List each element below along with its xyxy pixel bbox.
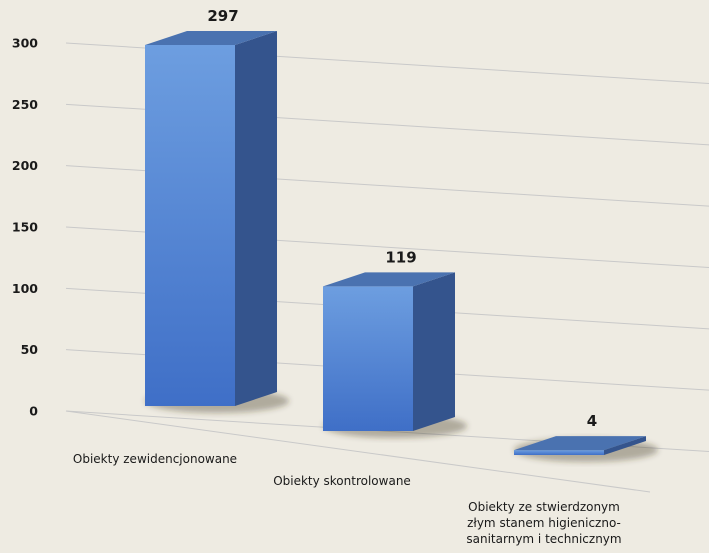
bar-side-face bbox=[413, 272, 455, 431]
data-label: 119 bbox=[385, 248, 416, 266]
y-tick-label: 250 bbox=[12, 97, 38, 112]
x-tick-label: Obiekty zewidencjonowane bbox=[73, 452, 237, 466]
bar bbox=[514, 450, 604, 455]
y-tick-label: 300 bbox=[12, 36, 38, 51]
y-tick-label: 150 bbox=[12, 220, 38, 235]
y-tick-label: 100 bbox=[12, 281, 38, 296]
bar bbox=[323, 286, 413, 431]
bars bbox=[145, 31, 658, 462]
bar-side-face bbox=[235, 31, 277, 406]
y-axis-tick-labels: 0 50 100 150 200 250 300 bbox=[12, 36, 38, 419]
category-labels: Obiekty zewidencjonowane Obiekty skontrol… bbox=[73, 452, 622, 546]
y-tick-label: 50 bbox=[21, 342, 39, 357]
x-tick-label: Obiekty skontrolowane bbox=[273, 474, 411, 488]
y-tick-label: 200 bbox=[12, 158, 38, 173]
data-label: 297 bbox=[207, 7, 238, 25]
bar bbox=[145, 45, 235, 406]
y-tick-label: 0 bbox=[29, 404, 38, 419]
x-tick-label: Obiekty ze stwierdzonym złym stanem higie… bbox=[466, 500, 621, 546]
data-label: 4 bbox=[587, 412, 597, 430]
